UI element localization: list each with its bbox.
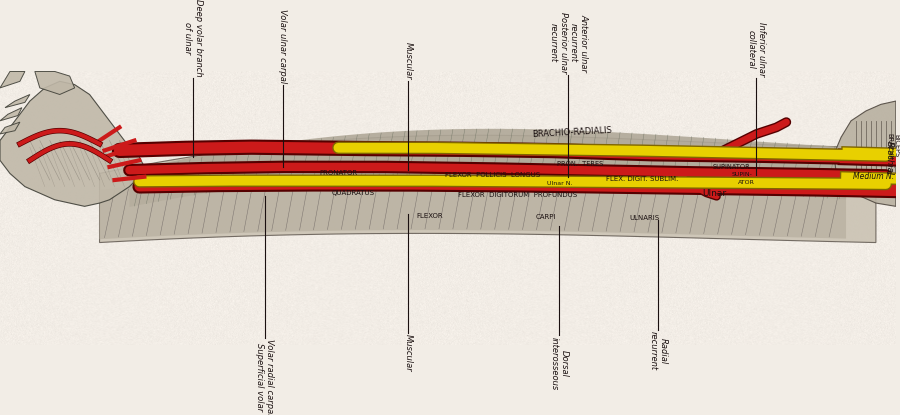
Polygon shape: [100, 173, 846, 239]
Polygon shape: [35, 71, 75, 95]
Text: Ulnar: Ulnar: [703, 189, 726, 198]
Text: Volar radial carpal
Superficial volar: Volar radial carpal Superficial volar: [255, 339, 274, 415]
Text: ATOR: ATOR: [738, 180, 755, 185]
Text: Deep volar branch
of ulnar: Deep volar branch of ulnar: [184, 0, 202, 77]
Text: Medium N.: Medium N.: [853, 171, 895, 181]
Text: Inferior ulnar
collateral: Inferior ulnar collateral: [747, 22, 766, 77]
Polygon shape: [0, 71, 25, 88]
Text: BICEPS
BRACHII: BICEPS BRACHII: [886, 132, 899, 159]
Polygon shape: [0, 107, 22, 121]
Text: FLEXOR  POLLICIS  LONGUS: FLEXOR POLLICIS LONGUS: [446, 172, 540, 178]
Text: Muscular: Muscular: [403, 42, 412, 80]
Text: Radial
recurrent: Radial recurrent: [648, 331, 668, 371]
Text: SUPINATOR: SUPINATOR: [713, 164, 751, 170]
Text: Volar ulnar carpal: Volar ulnar carpal: [278, 9, 287, 83]
Text: Brachial: Brachial: [885, 141, 894, 176]
Text: PRONATOR: PRONATOR: [320, 171, 357, 176]
Text: ULNARIS: ULNARIS: [629, 215, 659, 221]
Polygon shape: [100, 135, 876, 242]
Text: Muscular: Muscular: [403, 334, 412, 372]
Text: SUPIN-: SUPIN-: [732, 172, 753, 177]
Polygon shape: [0, 81, 144, 206]
Text: Ulnar N.: Ulnar N.: [546, 181, 572, 186]
Text: FLEX. DIGIT. SUBLIM.: FLEX. DIGIT. SUBLIM.: [606, 176, 679, 182]
Polygon shape: [834, 101, 896, 206]
Text: BRACHIO-RADIALIS: BRACHIO-RADIALIS: [532, 126, 613, 139]
Text: Dorsal
interosseous: Dorsal interosseous: [550, 337, 569, 390]
Text: PRON.  TERES: PRON. TERES: [557, 161, 603, 167]
Text: CARPI: CARPI: [536, 214, 555, 220]
Polygon shape: [5, 95, 30, 107]
Text: FLEXOR: FLEXOR: [417, 212, 444, 219]
Polygon shape: [0, 122, 20, 134]
Text: Anterior ulnar
recurrent
Posterior ulnar
recurrent: Anterior ulnar recurrent Posterior ulnar…: [548, 12, 589, 73]
Text: FLEXOR  DIGITORUM  PROFUNDUS: FLEXOR DIGITORUM PROFUNDUS: [458, 191, 577, 198]
Text: QUADRATUS: QUADRATUS: [332, 190, 375, 196]
Polygon shape: [130, 129, 846, 207]
